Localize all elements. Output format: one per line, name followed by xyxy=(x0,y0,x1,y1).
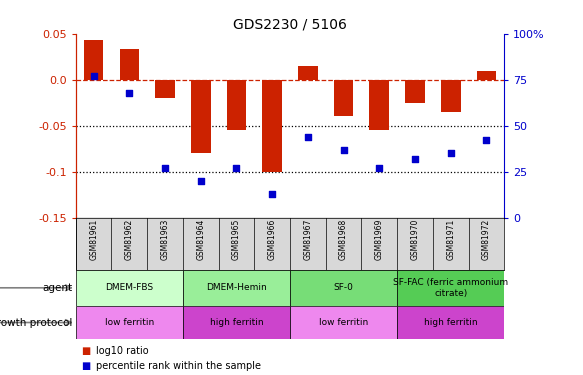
Text: GSM81962: GSM81962 xyxy=(125,219,134,260)
Point xyxy=(375,165,384,171)
Bar xyxy=(397,306,504,339)
Text: low ferritin: low ferritin xyxy=(319,318,368,327)
Bar xyxy=(155,80,175,98)
Text: low ferritin: low ferritin xyxy=(105,318,154,327)
Title: GDS2230 / 5106: GDS2230 / 5106 xyxy=(233,17,347,31)
Bar xyxy=(290,306,397,339)
Text: DMEM-FBS: DMEM-FBS xyxy=(106,284,153,292)
Point xyxy=(482,137,491,143)
Text: ■: ■ xyxy=(82,361,91,371)
Point xyxy=(125,90,134,96)
Point xyxy=(160,165,170,171)
Bar xyxy=(334,80,353,117)
Text: agent: agent xyxy=(43,283,73,293)
Bar xyxy=(290,270,397,306)
Point xyxy=(303,134,312,140)
Bar xyxy=(76,306,183,339)
Bar xyxy=(298,66,318,80)
Text: GSM81961: GSM81961 xyxy=(89,219,98,260)
Text: GSM81971: GSM81971 xyxy=(446,219,455,260)
Bar xyxy=(191,80,210,153)
Bar xyxy=(84,40,103,80)
Text: GSM81965: GSM81965 xyxy=(232,219,241,261)
Bar xyxy=(76,270,183,306)
Text: growth protocol: growth protocol xyxy=(0,318,73,327)
Text: percentile rank within the sample: percentile rank within the sample xyxy=(96,361,261,371)
Bar xyxy=(405,80,425,103)
Point xyxy=(89,73,99,79)
Point xyxy=(196,178,205,184)
Point xyxy=(410,156,420,162)
Text: GSM81964: GSM81964 xyxy=(196,219,205,261)
Bar xyxy=(120,50,139,80)
Bar xyxy=(183,306,290,339)
Point xyxy=(446,150,455,156)
Text: SF-FAC (ferric ammonium
citrate): SF-FAC (ferric ammonium citrate) xyxy=(393,278,508,297)
Text: GSM81963: GSM81963 xyxy=(160,219,170,261)
Bar xyxy=(183,270,290,306)
Bar xyxy=(441,80,461,112)
Text: GSM81970: GSM81970 xyxy=(410,219,420,261)
Text: GSM81967: GSM81967 xyxy=(303,219,312,261)
Text: GSM81966: GSM81966 xyxy=(268,219,277,261)
Text: high ferritin: high ferritin xyxy=(424,318,477,327)
Text: GSM81972: GSM81972 xyxy=(482,219,491,260)
Text: SF-0: SF-0 xyxy=(333,284,353,292)
Text: DMEM-Hemin: DMEM-Hemin xyxy=(206,284,267,292)
Point xyxy=(232,165,241,171)
Bar xyxy=(397,270,504,306)
Text: GSM81968: GSM81968 xyxy=(339,219,348,260)
Text: high ferritin: high ferritin xyxy=(210,318,264,327)
Text: ■: ■ xyxy=(82,346,91,356)
Bar xyxy=(227,80,246,130)
Point xyxy=(339,147,348,153)
Text: log10 ratio: log10 ratio xyxy=(96,346,149,356)
Bar xyxy=(262,80,282,172)
Bar xyxy=(370,80,389,130)
Bar xyxy=(477,70,496,80)
Text: GSM81969: GSM81969 xyxy=(375,219,384,261)
Point xyxy=(268,190,277,196)
